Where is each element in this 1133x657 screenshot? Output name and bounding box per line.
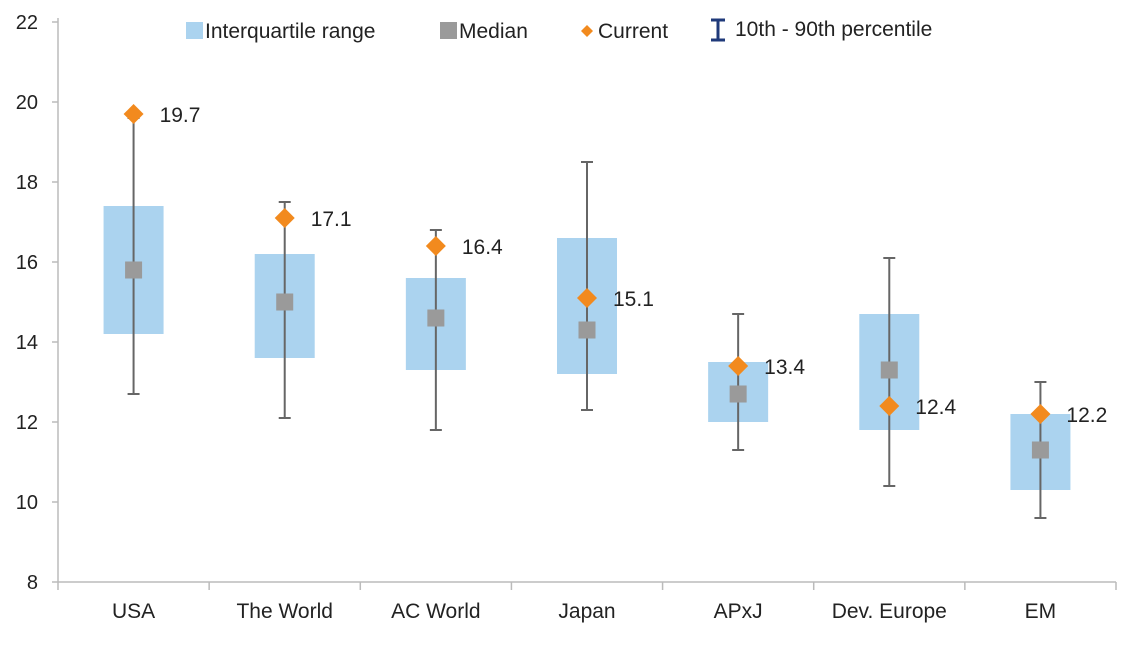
x-tick-label: EM	[1025, 600, 1057, 623]
x-tick-label: The World	[236, 600, 332, 623]
y-tick-label: 12	[16, 412, 38, 434]
median-marker	[578, 321, 596, 339]
x-tick-label: Japan	[558, 600, 615, 623]
legend-iqr-swatch	[186, 22, 203, 39]
median-marker	[729, 385, 747, 403]
median-marker	[1031, 441, 1049, 459]
x-tick-label: USA	[112, 600, 155, 623]
data-label: 12.2	[1066, 404, 1107, 427]
legend-current-swatch	[581, 25, 593, 37]
legend-whisker-swatch	[711, 18, 725, 42]
y-tick-label: 18	[16, 172, 38, 194]
legend: Interquartile range Median Current 10th …	[186, 18, 932, 43]
y-tick-label: 14	[16, 332, 38, 354]
current-marker	[879, 396, 900, 416]
legend-iqr-label: Interquartile range	[205, 20, 375, 43]
axes: 8 10 12 14 16 18 20 22 USA The World AC World Japan…	[16, 12, 1117, 623]
data-label: 12.4	[915, 396, 956, 419]
legend-median-swatch	[440, 22, 457, 39]
y-tick-label: 10	[16, 492, 38, 514]
median-marker	[427, 309, 445, 327]
x-tick-label: APxJ	[714, 600, 763, 623]
current-marker	[274, 208, 295, 228]
current-marker	[425, 236, 446, 256]
x-tick-label: AC World	[391, 600, 480, 623]
data-label: 15.1	[613, 288, 654, 311]
legend-current-label: Current	[598, 20, 668, 43]
y-tick-label: 16	[16, 252, 38, 274]
y-tick-label: 20	[16, 92, 38, 114]
data-label: 16.4	[462, 236, 503, 259]
current-marker	[577, 288, 597, 308]
data-label: 19.7	[160, 104, 201, 127]
current-marker	[728, 356, 749, 376]
legend-median-label: Median	[459, 20, 528, 43]
current-marker	[123, 104, 144, 124]
legend-whisker-label: 10th - 90th percentile	[735, 18, 932, 41]
chart-marks: 19.7 17.1 16.4 15.1 13.4 12.4 12.2	[103, 104, 1107, 519]
y-tick-label: 8	[27, 572, 38, 594]
data-label: 17.1	[311, 208, 352, 231]
y-tick-label: 22	[16, 12, 38, 34]
current-marker	[1030, 404, 1051, 424]
median-marker	[276, 293, 294, 311]
median-marker	[880, 361, 898, 379]
median-marker	[125, 261, 143, 279]
data-label: 13.4	[764, 356, 805, 379]
x-tick-label: Dev. Europe	[832, 600, 947, 623]
